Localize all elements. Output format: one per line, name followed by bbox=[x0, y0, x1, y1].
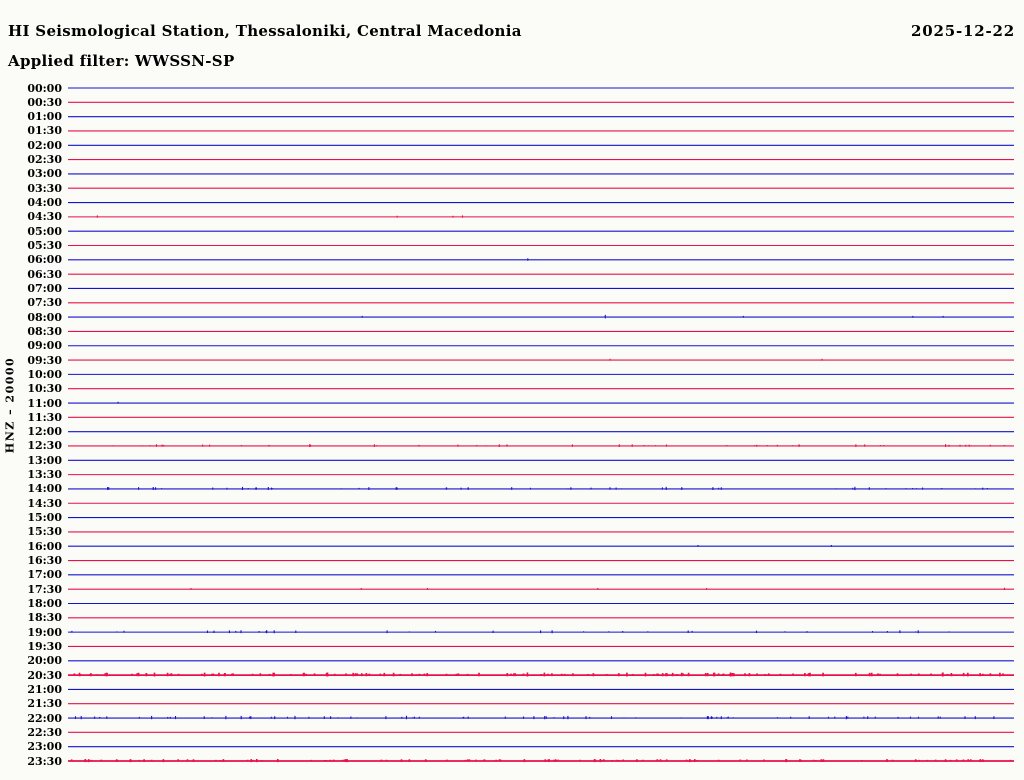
trace-row bbox=[68, 672, 1014, 677]
trace-row bbox=[68, 715, 1014, 720]
page-title: HI Seismological Station, Thessaloniki, … bbox=[8, 22, 522, 40]
trace-time-label: 00:30 bbox=[27, 95, 62, 109]
trace-time-label: 03:00 bbox=[27, 167, 62, 181]
trace-row bbox=[68, 630, 1014, 634]
trace-time-label: 02:30 bbox=[27, 153, 62, 167]
trace-time-label: 04:30 bbox=[27, 210, 62, 224]
trace-time-label: 22:00 bbox=[27, 711, 62, 725]
trace-row bbox=[68, 486, 1014, 491]
trace-time-label: 11:00 bbox=[27, 396, 62, 410]
trace-row bbox=[68, 444, 1014, 447]
trace-time-label: 09:30 bbox=[27, 353, 62, 367]
trace-time-label: 14:30 bbox=[27, 496, 62, 510]
trace-time-label: 01:30 bbox=[27, 124, 62, 138]
trace-time-label: 10:00 bbox=[27, 367, 62, 381]
trace-row bbox=[68, 314, 1014, 319]
trace-time-label: 05:30 bbox=[27, 239, 62, 252]
trace-time-label: 12:30 bbox=[27, 439, 62, 453]
trace-time-label: 20:00 bbox=[27, 654, 62, 668]
trace-time-label: 22:30 bbox=[27, 725, 62, 739]
trace-time-label: 18:00 bbox=[27, 596, 62, 610]
date-label: 2025-12-22 bbox=[911, 22, 1015, 40]
trace-time-label: 06:30 bbox=[27, 267, 62, 281]
trace-row bbox=[68, 215, 1014, 218]
trace-time-label: 21:00 bbox=[27, 682, 62, 696]
trace-time-label: 13:00 bbox=[27, 453, 62, 467]
trace-time-label: 07:30 bbox=[27, 296, 62, 310]
trace-time-label: 16:30 bbox=[27, 554, 62, 568]
trace-time-label: 23:00 bbox=[27, 740, 62, 754]
trace-time-label: 06:00 bbox=[27, 253, 62, 267]
trace-time-label: 01:00 bbox=[27, 110, 62, 124]
trace-time-label: 15:00 bbox=[27, 511, 62, 525]
trace-row bbox=[68, 545, 1014, 547]
trace-time-label: 17:30 bbox=[27, 582, 62, 596]
trace-time-label: 07:00 bbox=[27, 281, 62, 295]
trace-time-label: 16:00 bbox=[27, 539, 62, 553]
trace-row bbox=[68, 401, 1014, 404]
trace-time-label: 04:00 bbox=[27, 196, 62, 210]
trace-time-label: 21:30 bbox=[27, 697, 62, 711]
trace-time-label: 10:30 bbox=[27, 382, 62, 396]
trace-time-label: 12:00 bbox=[27, 425, 62, 439]
trace-time-label: 11:30 bbox=[27, 410, 62, 424]
trace-time-label: 14:00 bbox=[27, 482, 62, 496]
trace-time-label: 03:30 bbox=[27, 181, 62, 195]
trace-row bbox=[68, 587, 1014, 590]
trace-row bbox=[68, 759, 1014, 763]
trace-row bbox=[68, 258, 1014, 261]
trace-time-label: 18:30 bbox=[27, 611, 62, 625]
trace-row bbox=[68, 358, 1014, 361]
trace-time-label: 19:00 bbox=[27, 625, 62, 639]
trace-time-label: 13:30 bbox=[27, 468, 62, 482]
trace-time-label: 08:00 bbox=[27, 310, 62, 324]
trace-time-label: 17:00 bbox=[27, 568, 62, 582]
trace-time-label: 15:30 bbox=[27, 525, 62, 539]
trace-time-label: 20:30 bbox=[27, 668, 62, 682]
trace-time-label: 19:30 bbox=[27, 639, 62, 653]
trace-time-label: 08:30 bbox=[27, 324, 62, 338]
applied-filter-label: Applied filter: WWSSN-SP bbox=[8, 52, 235, 70]
trace-time-label: 00:00 bbox=[27, 81, 62, 95]
trace-time-label: 02:00 bbox=[27, 138, 62, 152]
trace-time-label: 23:30 bbox=[27, 754, 62, 768]
trace-time-label: 05:00 bbox=[27, 224, 62, 238]
trace-time-label: 09:00 bbox=[27, 339, 62, 353]
